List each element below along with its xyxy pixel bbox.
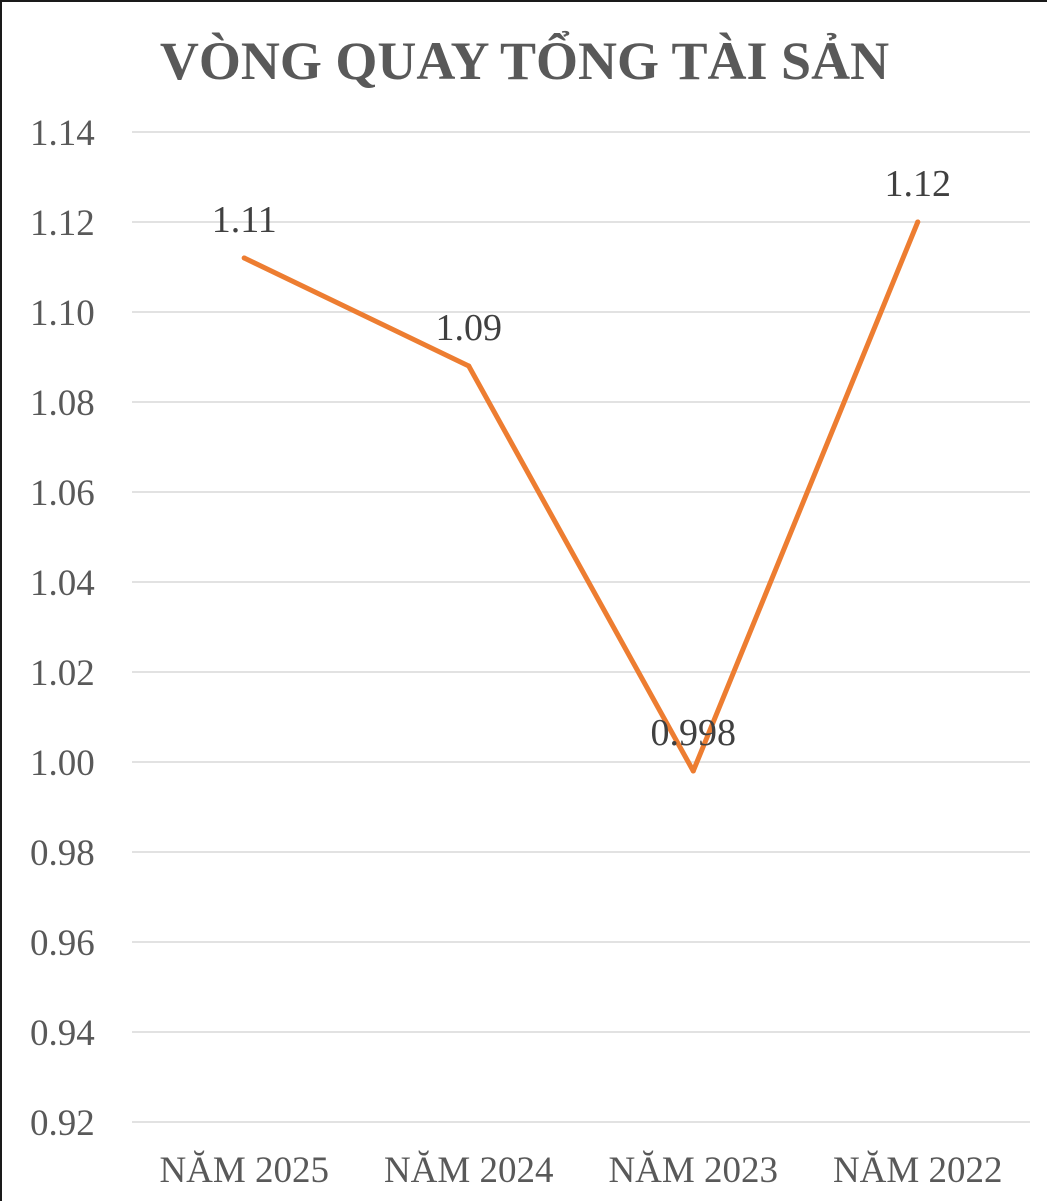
data-point [466, 363, 472, 369]
y-tick-label: 1.14 [30, 113, 95, 154]
y-tick-label: 0.94 [30, 1013, 95, 1054]
chart-title: VÒNG QUAY TỔNG TÀI SẢN [159, 31, 890, 91]
data-point [690, 768, 696, 774]
x-category-label: NĂM 2024 [384, 1149, 554, 1191]
y-tick-label: 1.12 [30, 203, 95, 244]
data-label: 1.09 [436, 307, 503, 349]
y-tick-label: 0.96 [30, 923, 95, 964]
x-category-label: NĂM 2022 [833, 1149, 1003, 1191]
data-label: 0.998 [651, 712, 737, 754]
x-category-label: NĂM 2023 [608, 1149, 778, 1191]
y-tick-label: 1.04 [30, 563, 95, 604]
x-category-label: NĂM 2025 [159, 1149, 329, 1191]
data-label: 1.12 [885, 163, 952, 205]
data-point [915, 219, 921, 225]
y-tick-label: 1.10 [30, 293, 95, 334]
x-axis-category-labels: NĂM 2025 NĂM 2024 NĂM 2023 NĂM 2022 [159, 1149, 1002, 1191]
series-line [241, 219, 921, 774]
y-axis-tick-labels: 0.92 0.94 0.96 0.98 1.00 1.02 1.04 1.06 1.08 1.10… [30, 113, 95, 1144]
y-tick-label: 0.92 [30, 1103, 95, 1144]
y-tick-label: 1.08 [30, 383, 95, 424]
series-layer [241, 219, 921, 774]
y-tick-label: 0.98 [30, 833, 95, 874]
data-label: 1.11 [212, 199, 277, 241]
data-labels: 1.11 1.09 0.998 1.12 [212, 163, 951, 754]
y-tick-label: 1.02 [30, 653, 95, 694]
y-tick-label: 1.06 [30, 473, 95, 514]
y-tick-label: 1.00 [30, 743, 95, 784]
data-point [241, 255, 247, 261]
